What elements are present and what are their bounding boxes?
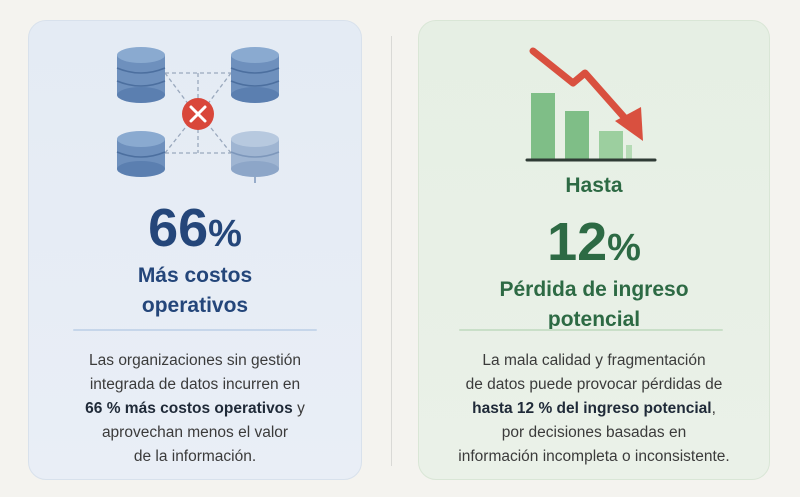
bar-icon — [599, 131, 623, 159]
stat-number: 66 — [148, 198, 209, 258]
stat-title-line: Pérdida de ingreso — [499, 278, 689, 301]
description-line: integrada de datos incurren en — [89, 376, 301, 393]
section-divider — [73, 329, 317, 331]
stat-unit: % — [607, 227, 641, 269]
description-line: información incompleta o inconsistente. — [458, 448, 730, 465]
description-line: La mala calidad y fragmentación — [482, 352, 706, 369]
stat-title-line: potencial — [547, 308, 641, 331]
stat-title-line: operativos — [141, 294, 249, 317]
stat-value: 66% — [29, 201, 361, 255]
database-network-error-icon — [116, 47, 280, 183]
stat-title: Más costos operativos — [29, 261, 361, 321]
stat-unit: % — [208, 213, 242, 255]
stat-prefix: Hasta — [565, 174, 623, 197]
bar-icon — [626, 145, 632, 159]
stat-description: La mala calidad y fragmentación de datos… — [419, 349, 769, 469]
error-x-icon — [182, 98, 214, 130]
database-icon — [116, 47, 166, 103]
declining-bar-chart-icon — [525, 47, 657, 162]
description-line: Las organizaciones sin gestión — [89, 352, 301, 369]
bar-icon — [565, 111, 589, 159]
description-line: 66 % más costos operativos y — [29, 397, 361, 421]
stat-card-revenue-loss: Hasta 12% Pérdida de ingreso potencial L… — [418, 20, 770, 480]
description-emphasis: 66 % más costos operativos — [85, 400, 293, 417]
stat-title: Pérdida de ingreso potencial — [419, 275, 769, 335]
description-line: por decisiones basadas en — [501, 424, 687, 441]
description-line: de datos puede provocar pérdidas de — [465, 376, 723, 393]
stat-number: 12 — [547, 212, 608, 272]
section-divider — [459, 329, 723, 331]
description-rest: , — [711, 400, 716, 417]
description-emphasis: hasta 12 % del ingreso potencial — [472, 400, 712, 417]
description-line: de la información. — [133, 448, 257, 465]
description-line: hasta 12 % del ingreso potencial, — [419, 397, 769, 421]
stat-value: 12% — [419, 215, 769, 269]
database-icon — [116, 131, 166, 177]
database-icon — [230, 131, 280, 183]
database-icon — [230, 47, 280, 103]
stat-card-operating-costs: 66% Más costos operativos Las organizaci… — [28, 20, 362, 480]
description-rest: y — [292, 400, 305, 417]
stat-title-line: Más costos — [137, 264, 253, 287]
stat-description: Las organizaciones sin gestión integrada… — [29, 349, 361, 469]
down-arrow-icon — [529, 47, 643, 141]
vertical-divider — [391, 36, 392, 466]
bar-icon — [531, 93, 555, 159]
description-line: aprovechan menos el valor — [101, 424, 289, 441]
